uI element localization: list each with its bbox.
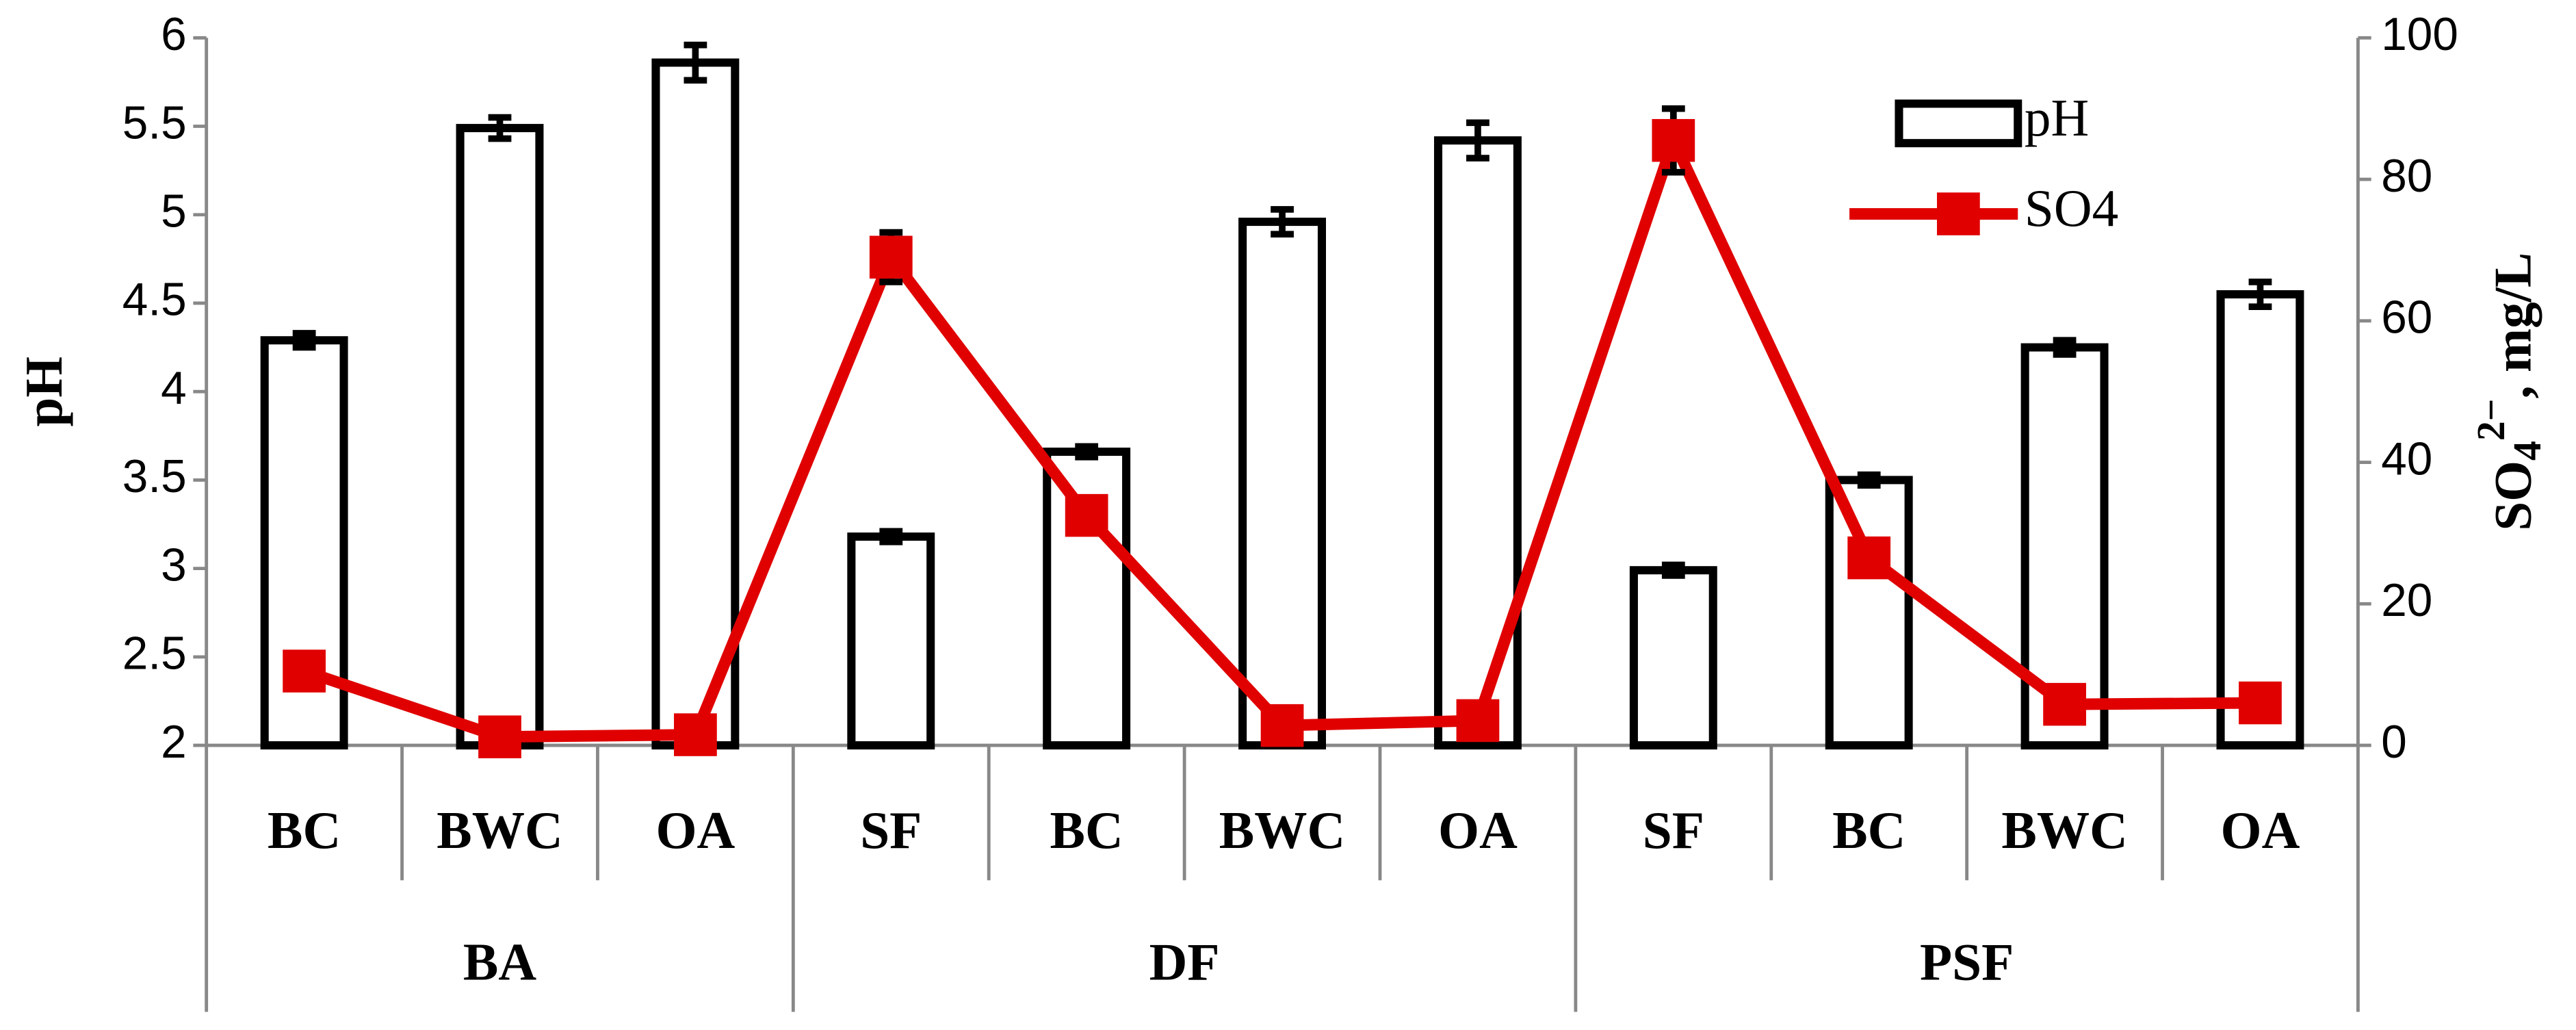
y2-tick-label: 20: [2381, 575, 2432, 626]
x-tick-label: SF: [1643, 801, 1704, 860]
y2-tick-label: 60: [2381, 292, 2432, 344]
y2-tick-label: 100: [2381, 9, 2458, 60]
legend-label: pH: [2025, 88, 2089, 147]
bar: [1825, 476, 1913, 750]
y2-tick-label: 80: [2381, 151, 2432, 202]
x-tick-label: BC: [268, 801, 341, 860]
marker: [674, 713, 717, 756]
x-tick-label: BC: [1832, 801, 1905, 860]
marker: [869, 235, 913, 279]
bar: [456, 124, 544, 750]
bar: [1433, 136, 1522, 750]
marker: [283, 649, 326, 693]
error-bar: [684, 41, 707, 84]
error-bar: [2248, 279, 2272, 310]
marker: [1260, 704, 1304, 747]
group-label: DF: [1149, 932, 1220, 991]
error-bar: [1271, 206, 1294, 237]
bar: [1238, 218, 1327, 750]
y2-title-sub: 4: [2505, 441, 2549, 461]
marker: [2239, 681, 2282, 725]
bar: [2216, 290, 2304, 750]
error-bar: [488, 114, 512, 142]
x-tick-label: SF: [860, 801, 922, 860]
y-tick-label: 5.5: [122, 97, 187, 149]
y-tick-label: 4.5: [122, 274, 187, 326]
bar: [651, 58, 740, 750]
error-bar: [1075, 443, 1099, 461]
error-bar: [1466, 119, 1489, 162]
marker: [1652, 118, 1695, 162]
y2-tick-label: 40: [2381, 433, 2432, 485]
error-bar: [2053, 337, 2077, 358]
y2-title-base: SO: [2483, 461, 2542, 531]
error-bar: [879, 528, 903, 545]
y-axis-title: pH: [14, 357, 73, 427]
error-bar: [1661, 561, 1685, 579]
marker: [478, 715, 521, 758]
group-label: PSF: [1920, 932, 2014, 991]
marker: [1065, 493, 1108, 537]
y2-tick-label: 0: [2381, 717, 2407, 768]
y-tick-label: 5: [161, 186, 187, 237]
legend-marker: [1936, 192, 1980, 235]
y-tick-label: 3: [161, 540, 187, 591]
y2-axis-title: SO42−, mg/L: [2469, 253, 2549, 531]
marker: [2043, 682, 2086, 726]
x-tick-label: BC: [1050, 801, 1123, 860]
x-tick-label: BWC: [2001, 801, 2128, 860]
legend-swatch: [1895, 99, 2022, 148]
y2-title-sup: 2−: [2469, 398, 2513, 441]
bar: [847, 532, 935, 750]
marker: [1456, 699, 1500, 743]
group-label: BA: [463, 932, 537, 991]
legend-label: SO4: [2025, 179, 2118, 237]
bar: [1629, 566, 1717, 750]
error-bar: [1857, 471, 1881, 489]
y-tick-label: 6: [161, 9, 187, 60]
error-bar: [292, 330, 316, 351]
y-tick-label: 3.5: [122, 451, 187, 502]
marker: [1847, 536, 1891, 580]
x-tick-label: OA: [1438, 801, 1518, 860]
x-tick-label: BWC: [437, 801, 563, 860]
y2-title-rest: , mg/L: [2483, 253, 2542, 399]
y-tick-label: 4: [161, 363, 187, 414]
x-tick-label: BWC: [1219, 801, 1346, 860]
x-tick-label: OA: [2221, 801, 2300, 860]
x-tick-label: OA: [655, 801, 735, 860]
y-tick-label: 2.5: [122, 628, 187, 680]
y-tick-label: 2: [161, 717, 187, 768]
